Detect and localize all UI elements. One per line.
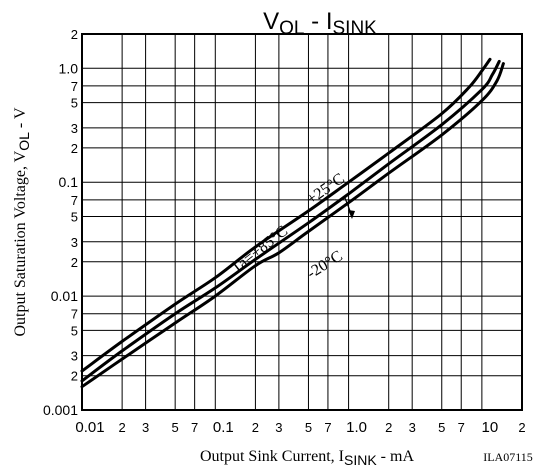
curve-85c (80, 57, 492, 373)
title-second: I (326, 8, 333, 35)
y-tick-label: 3 (71, 121, 78, 136)
y-tick-label: 0.1 (59, 174, 79, 190)
x-tick-label: 2 (119, 420, 126, 435)
x-tick-label: 5 (305, 420, 312, 435)
x-tick-label: 3 (142, 420, 149, 435)
y-axis-label-unit: - V (12, 107, 29, 132)
x-tick-label: 1.0 (346, 419, 367, 436)
title-main-sub: OL (279, 18, 304, 39)
y-axis-label: Output Saturation Voltage, VOL - V (12, 107, 32, 337)
y-tick-label: 2 (71, 369, 78, 384)
x-tick-labels: 0.01 2 3 5 7 0.1 2 3 5 7 1.0 2 3 5 7 10 2 (75, 419, 525, 436)
y-tick-label: 5 (71, 323, 78, 338)
x-tick-label: 3 (409, 420, 416, 435)
y-tick-label: 5 (71, 209, 78, 224)
y-tick-label: 7 (71, 193, 78, 208)
curve-25c (80, 59, 501, 383)
label-25c-arrowhead (348, 210, 355, 219)
y-tick-label: 5 (71, 96, 78, 111)
x-tick-label: 7 (191, 420, 198, 435)
x-tick-label: 7 (324, 420, 331, 435)
grid (81, 33, 523, 411)
x-tick-label: 2 (385, 420, 392, 435)
x-tick-label: 0.01 (75, 419, 104, 436)
title-second-sub: SINK (333, 18, 378, 39)
series-curves (80, 57, 505, 389)
y-axis-label-sub: OL (16, 132, 32, 151)
y-tick-label: 0.001 (43, 402, 78, 418)
x-axis-label: Output Sink Current, ISINK - mA (200, 448, 414, 468)
y-tick-label: 2 (71, 255, 78, 270)
title-sep: - (305, 8, 326, 35)
y-tick-label: 2 (71, 141, 78, 156)
y-tick-label: 0.01 (51, 288, 78, 304)
x-tick-label: 3 (275, 420, 282, 435)
x-tick-label: 0.1 (213, 419, 234, 436)
x-tick-label: 2 (518, 420, 525, 435)
x-tick-label: 5 (438, 420, 445, 435)
x-axis-label-main: Output Sink Current, I (200, 448, 344, 465)
x-tick-label: 5 (172, 420, 179, 435)
figure-code: ILA07115 (483, 450, 533, 464)
y-tick-label: 3 (71, 349, 78, 364)
y-tick-label: 3 (71, 235, 78, 250)
plot-frame (81, 33, 523, 411)
title-main: V (263, 8, 279, 35)
y-tick-label: 2 (71, 27, 78, 42)
x-tick-label: 2 (252, 420, 259, 435)
x-tick-label: 7 (458, 420, 465, 435)
y-tick-label: 1.0 (59, 60, 79, 76)
x-axis-label-sub: SINK (344, 452, 377, 468)
x-axis-label-unit: - mA (377, 448, 415, 465)
y-axis-label-main: Output Saturation Voltage, V (12, 150, 29, 336)
label-minus-20c: -20°C (304, 248, 346, 283)
y-tick-label: 7 (71, 307, 78, 322)
y-tick-label: 7 (71, 79, 78, 94)
x-tick-label: 10 (482, 419, 499, 436)
curve-minus-20c (80, 62, 505, 389)
